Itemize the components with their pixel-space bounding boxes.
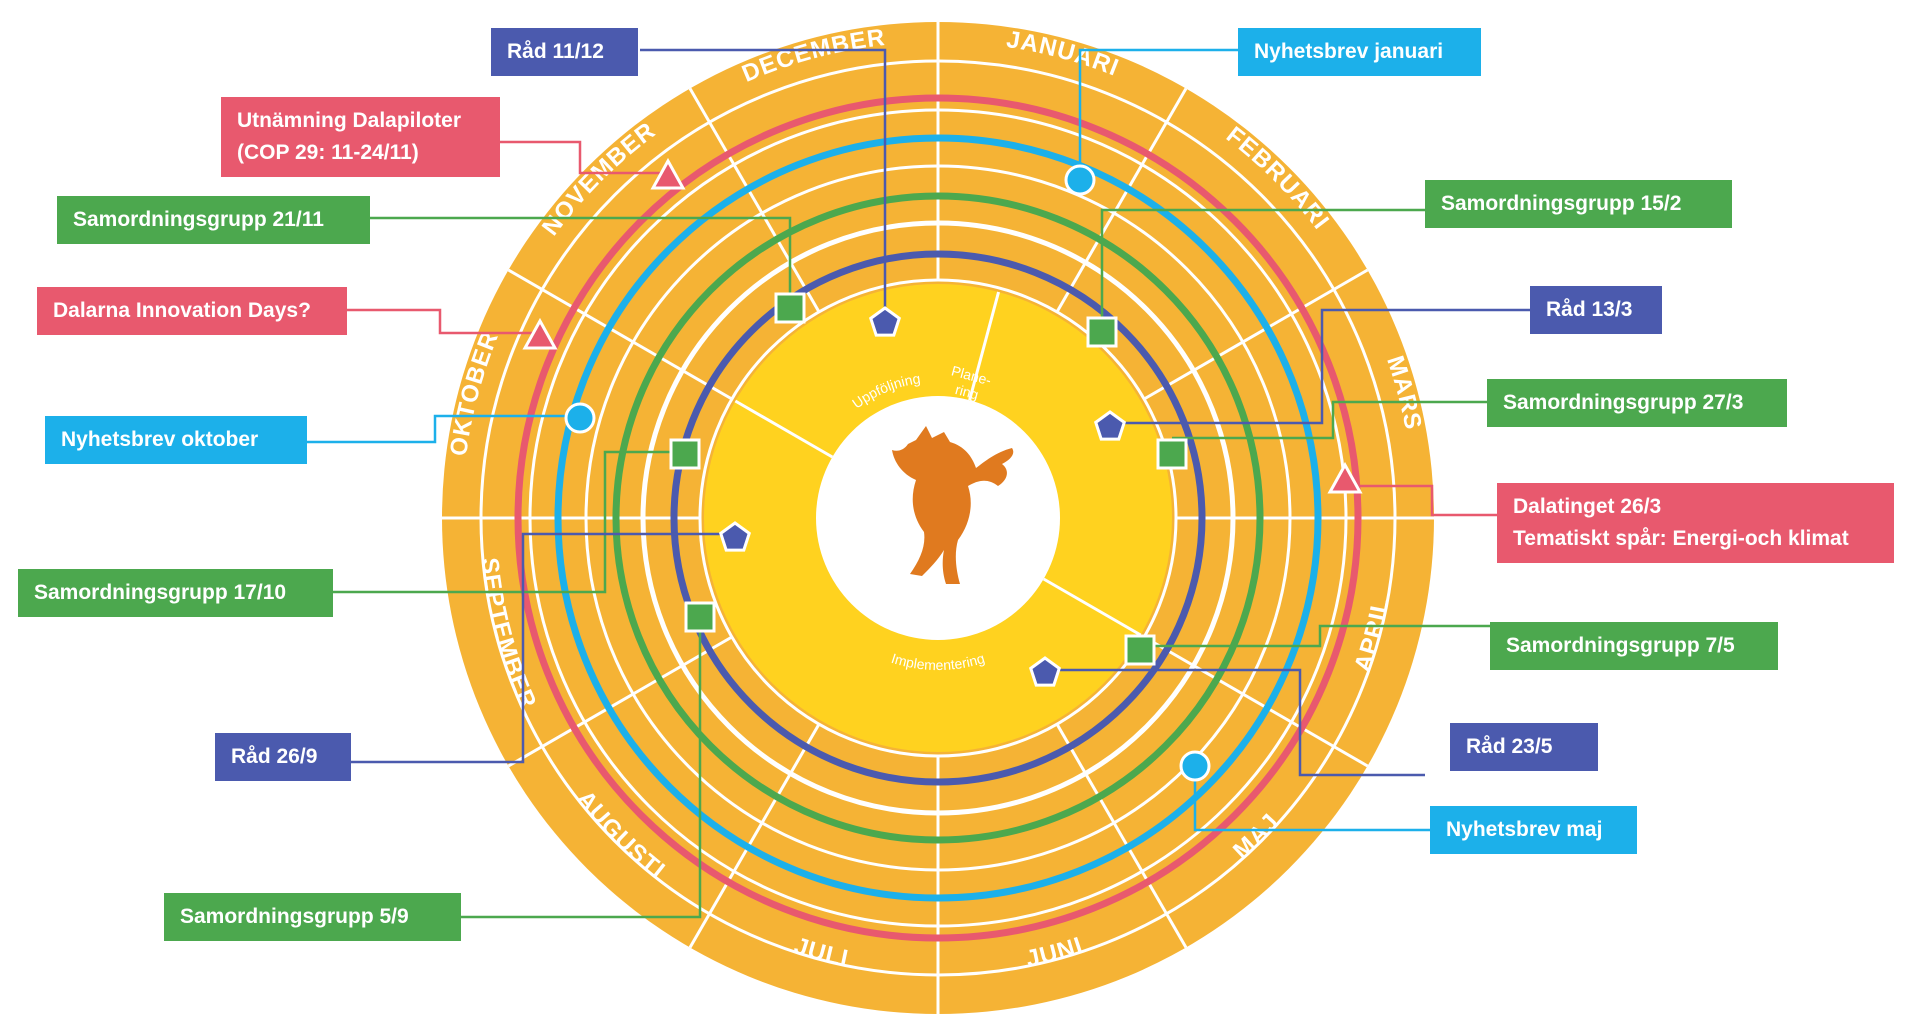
connector-nyhetsbrev-maj bbox=[1193, 766, 1430, 832]
month-divider bbox=[1055, 87, 1188, 313]
connector-samordningsgrupp-27-3 bbox=[1172, 400, 1490, 440]
month-divider bbox=[507, 268, 733, 401]
callout-text: (COP 29: 11-24/11) bbox=[237, 140, 419, 164]
callout-samordningsgrupp-17-10: Samordningsgrupp 17/10 bbox=[18, 569, 333, 617]
activity-markers bbox=[522, 157, 1363, 782]
newsletter-marker bbox=[1179, 750, 1211, 782]
connector-samordningsgrupp-21-11 bbox=[370, 216, 792, 308]
connector-samordningsgrupp-17-10 bbox=[333, 450, 685, 594]
connector-samordningsgrupp-15-2 bbox=[1100, 208, 1425, 328]
callout-dalatinget-26-3: Dalatinget 26/3 Tematiskt spår: Energi-oc… bbox=[1497, 483, 1894, 563]
phase-divider bbox=[968, 291, 1001, 401]
callout-dalarna-innovation-days: Dalarna Innovation Days? bbox=[37, 287, 347, 335]
month-divider bbox=[1143, 268, 1369, 401]
callout-samordningsgrupp-7-5: Samordningsgrupp 7/5 bbox=[1490, 622, 1778, 670]
callout-text: Tematiskt spår: Energi-och klimat bbox=[1513, 526, 1849, 550]
callout-text: Samordningsgrupp 15/2 bbox=[1441, 192, 1682, 215]
samordningsgrupp-marker bbox=[1086, 316, 1118, 348]
phase-divider bbox=[1042, 577, 1142, 637]
callout-text: Samordningsgrupp 17/10 bbox=[34, 581, 287, 604]
activity-rings bbox=[514, 94, 1362, 942]
callout-text: Samordningsgrupp 7/5 bbox=[1506, 634, 1735, 657]
callout-samordningsgrupp-21-11: Samordningsgrupp 21/11 bbox=[57, 196, 370, 244]
newsletter-ring bbox=[554, 134, 1322, 902]
samordningsgrupp-marker bbox=[669, 438, 701, 470]
connector-rad-26-9 bbox=[350, 532, 735, 764]
callout-nyhetsbrev-maj: Nyhetsbrev maj bbox=[1430, 806, 1637, 854]
rad-marker bbox=[718, 521, 752, 552]
month-divider bbox=[688, 87, 821, 313]
connector-nyhetsbrev-oktober bbox=[305, 414, 580, 444]
callout-samordningsgrupp-15-2: Samordningsgrupp 15/2 bbox=[1425, 180, 1732, 228]
callout-text: Samordningsgrupp 21/11 bbox=[73, 208, 324, 231]
callout-samordningsgrupp-27-3: Samordningsgrupp 27/3 bbox=[1487, 379, 1787, 427]
connector-samordningsgrupp-5-9 bbox=[460, 617, 702, 919]
rad-marker bbox=[1028, 656, 1062, 687]
event-marker bbox=[1327, 461, 1363, 494]
callout-text: Utnämning Dalapiloter bbox=[237, 109, 462, 132]
event-marker bbox=[650, 157, 686, 190]
connector-rad-11-12 bbox=[640, 48, 887, 312]
callout-text: Nyhetsbrev januari bbox=[1254, 40, 1444, 63]
callout-text: Samordningsgrupp 27/3 bbox=[1503, 391, 1744, 414]
callout-text: Råd 13/3 bbox=[1546, 298, 1633, 321]
rad-marker bbox=[868, 306, 902, 337]
callout-rad-23-5: Råd 23/5 bbox=[1450, 723, 1598, 771]
samordningsgrupp-marker bbox=[1124, 634, 1156, 666]
rad-marker bbox=[1093, 410, 1127, 441]
callout-nyhetsbrev-januari: Nyhetsbrev januari bbox=[1238, 28, 1481, 76]
callout-text: Samordningsgrupp 5/9 bbox=[180, 905, 409, 928]
wheel-grid bbox=[442, 22, 1434, 1014]
callout-connectors bbox=[305, 48, 1530, 919]
samordningsgrupp-marker bbox=[1156, 438, 1188, 470]
newsletter-marker bbox=[1064, 164, 1096, 196]
callout-text: Råd 23/5 bbox=[1466, 735, 1553, 758]
event-ring bbox=[514, 94, 1362, 942]
month-divider bbox=[507, 635, 733, 768]
callout-text: Råd 26/9 bbox=[231, 745, 318, 768]
callout-text: Nyhetsbrev maj bbox=[1446, 818, 1603, 841]
connector-nyhetsbrev-januari bbox=[1078, 48, 1240, 180]
phase-label-implementering: Implementering bbox=[890, 650, 987, 673]
callout-text: Dalarna Innovation Days? bbox=[53, 299, 311, 322]
connector-rad-23-5 bbox=[1045, 668, 1425, 777]
callout-samordningsgrupp-5-9: Samordningsgrupp 5/9 bbox=[164, 893, 461, 941]
rad-ring bbox=[670, 250, 1206, 786]
month-divider bbox=[1143, 635, 1369, 768]
fox-icon bbox=[892, 426, 1014, 584]
connector-utnamning-dalapiloter bbox=[500, 140, 668, 175]
samordningsgrupp-ring bbox=[612, 192, 1264, 844]
connector-samordningsgrupp-7-5 bbox=[1140, 624, 1493, 648]
connector-dalarna-innovation-days bbox=[345, 308, 540, 335]
callout-text: Dalatinget 26/3 bbox=[1513, 495, 1662, 518]
phase-divider bbox=[734, 399, 834, 459]
samordningsgrupp-marker bbox=[684, 601, 716, 633]
samordningsgrupp-marker bbox=[774, 292, 806, 324]
callout-utnamning-dalapiloter: Utnämning Dalapiloter (COP 29: 11-24/11) bbox=[221, 97, 500, 177]
connector-rad-13-3 bbox=[1110, 308, 1530, 425]
newsletter-marker bbox=[564, 402, 596, 434]
callout-rad-26-9: Råd 26/9 bbox=[215, 733, 351, 781]
callout-text: Råd 11/12 bbox=[507, 40, 604, 63]
callout-text: Nyhetsbrev oktober bbox=[61, 428, 259, 451]
callout-nyhetsbrev-oktober: Nyhetsbrev oktober bbox=[45, 416, 307, 464]
month-divider bbox=[688, 723, 821, 949]
callout-rad-13-3: Råd 13/3 bbox=[1530, 286, 1662, 334]
connector-dalatinget-26-3 bbox=[1345, 484, 1500, 517]
phase-label-planering: ring bbox=[954, 381, 981, 403]
event-marker bbox=[522, 317, 558, 350]
callout-rad-11-12: Råd 11/12 bbox=[491, 28, 638, 76]
month-divider bbox=[1055, 723, 1188, 949]
